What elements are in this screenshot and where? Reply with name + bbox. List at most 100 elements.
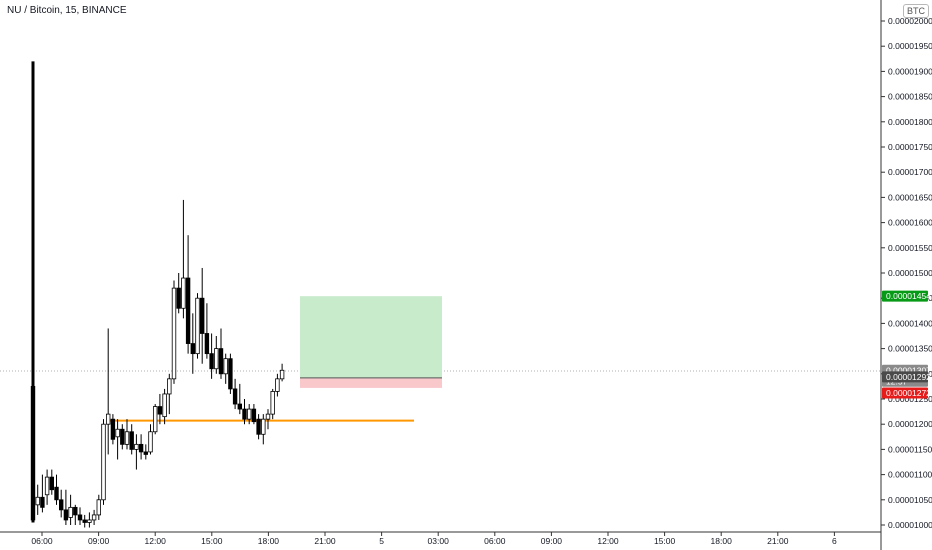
- candle-down: [59, 499, 64, 511]
- price-label: 0.00001100: [888, 470, 932, 480]
- candles: [30, 61, 285, 528]
- candle-up: [270, 391, 275, 415]
- candle-up: [181, 277, 186, 309]
- candle-up: [134, 443, 139, 450]
- candle-down: [256, 418, 261, 435]
- candle-down: [237, 403, 242, 410]
- candle-up: [265, 413, 271, 420]
- price-axis[interactable]: 0.00002000 0.00001950 0.00001900 0.00001850…: [881, 16, 932, 530]
- candle-down: [138, 443, 144, 453]
- time-label: 18:00: [711, 536, 733, 546]
- candle-down: [82, 519, 87, 523]
- candle-up: [87, 519, 92, 523]
- candle-down: [185, 277, 191, 344]
- candle-up: [44, 476, 50, 496]
- time-label: 03:00: [428, 536, 450, 546]
- profit-zone[interactable]: [300, 296, 442, 378]
- candle-down: [190, 343, 195, 355]
- price-label: 0.00001150: [888, 444, 932, 454]
- candle-up: [214, 348, 219, 370]
- price-label: 0.00001350: [888, 344, 932, 354]
- price-label: 0.00001500: [888, 268, 932, 278]
- candle-up: [106, 413, 111, 425]
- candle-up: [279, 369, 285, 380]
- price-label: 0.00002000: [888, 16, 932, 26]
- time-axis[interactable]: 06:00 09:00 12:00 15:00 18:00 21:00 5 03:00 06:0…: [31, 532, 837, 546]
- candle-down: [129, 431, 134, 450]
- time-label: 06:00: [484, 536, 506, 546]
- time-label: 6: [832, 536, 837, 546]
- time-label: 15:00: [201, 536, 223, 546]
- time-label: 18:00: [258, 536, 280, 546]
- candle-down: [199, 297, 205, 334]
- candle-up: [152, 406, 158, 433]
- candle-up: [148, 431, 153, 453]
- candle-up: [167, 378, 172, 395]
- candle-up: [35, 496, 40, 506]
- time-label: 12:00: [597, 536, 619, 546]
- time-label: 12:00: [145, 536, 167, 546]
- price-label: 0.00001600: [888, 218, 932, 228]
- price-badge-entry-text: 0.00001292: [886, 372, 931, 382]
- candle-up: [162, 393, 167, 418]
- price-badge-target-text: 0.00001454: [886, 291, 931, 301]
- candle-up: [261, 418, 266, 435]
- candle-down: [54, 486, 59, 501]
- candle-down: [242, 408, 247, 420]
- price-label: 0.00001550: [888, 243, 932, 253]
- candle-down: [120, 428, 125, 445]
- candle-up: [195, 297, 200, 355]
- price-badge-target: [882, 290, 928, 302]
- candle-up: [91, 514, 97, 521]
- time-label: 09:00: [88, 536, 110, 546]
- candle-down: [232, 388, 238, 405]
- candle-down: [143, 451, 148, 455]
- candle-up: [115, 428, 120, 438]
- loss-zone[interactable]: [300, 377, 442, 388]
- price-label: 0.00001200: [888, 419, 932, 429]
- candle-up: [171, 287, 177, 380]
- price-badge-current-text: 0.00001307: [886, 365, 931, 375]
- price-label: 0.00001700: [888, 167, 932, 177]
- price-badge-stop-text: 0.00001272: [886, 388, 931, 398]
- price-label: 0.00001750: [888, 142, 932, 152]
- candle-up: [101, 423, 106, 501]
- candle-up: [246, 408, 252, 420]
- price-label: 0.00001250: [888, 394, 932, 404]
- symbol-title: NU / Bitcoin, 15, BINANCE: [5, 5, 129, 16]
- price-badge-entry: [882, 371, 928, 383]
- currency-tag[interactable]: BTC: [903, 4, 929, 18]
- price-label: 0.00001650: [888, 192, 932, 202]
- position-tool[interactable]: [300, 296, 442, 388]
- candle-down: [49, 476, 54, 491]
- candle-down: [251, 408, 257, 423]
- price-label: 0.00001850: [888, 92, 932, 102]
- time-label: 21:00: [314, 536, 336, 546]
- time-label: 5: [379, 536, 384, 546]
- candle-up: [223, 358, 228, 375]
- price-label: 0.00001050: [888, 495, 932, 505]
- candle-down: [30, 385, 36, 521]
- price-label: 0.00001000: [888, 520, 932, 530]
- candle-down: [40, 496, 45, 508]
- candle-up: [275, 378, 280, 392]
- candle-down: [176, 287, 181, 309]
- candle-down: [157, 406, 163, 415]
- candle-down: [209, 353, 214, 370]
- price-badge-stop: [882, 387, 928, 399]
- time-label: 09:00: [541, 536, 563, 546]
- time-label: 15:00: [654, 536, 676, 546]
- price-label: 0.00001900: [888, 66, 932, 76]
- candle-up: [124, 431, 130, 445]
- time-label: 06:00: [31, 536, 53, 546]
- time-label: 21:00: [767, 536, 789, 546]
- candle-up: [96, 499, 101, 516]
- price-label: 0.00001800: [888, 117, 932, 127]
- candle-down: [77, 514, 83, 521]
- candle-down: [63, 509, 69, 521]
- price-badges: 0.000014540.0000130712:570.000012920.000…: [882, 290, 931, 399]
- candle-down: [73, 506, 78, 516]
- candle-down: [110, 418, 116, 440]
- price-label: 0.00001950: [888, 41, 932, 51]
